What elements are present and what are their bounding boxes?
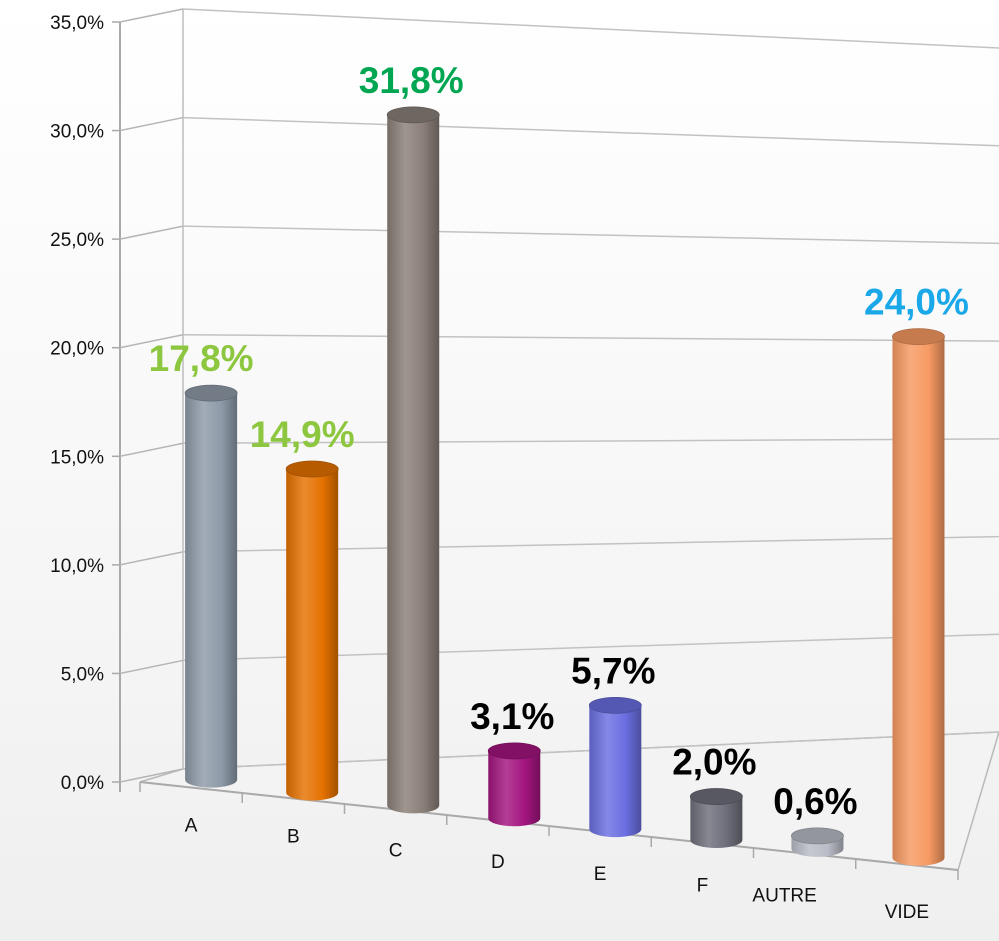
category-label: E (594, 864, 607, 885)
data-label-f: 2,0% (672, 742, 756, 783)
bar-vide (892, 328, 945, 866)
data-label-a: 17,8% (149, 338, 254, 379)
gridline-side (119, 768, 184, 783)
bar-top (892, 328, 945, 346)
y-tick-label: 5,0% (61, 664, 104, 685)
data-labels: 17,8% 14,9% 31,8% 3,1% 5,7% 2,0% 0,6% 24,0% (149, 60, 969, 822)
bar-body (589, 705, 642, 838)
y-tick-label: 20,0% (50, 339, 104, 360)
category-label: A (185, 816, 198, 837)
gridline (182, 333, 999, 342)
gridline-side (119, 333, 184, 349)
y-tick-label: 25,0% (50, 230, 104, 251)
gridlines (119, 8, 999, 783)
category-label: B (287, 827, 300, 848)
bar-autre (791, 827, 844, 857)
category-label: D (491, 852, 505, 873)
gridline-side (119, 551, 184, 566)
y-tick-label: 0,0% (61, 773, 104, 794)
category-label: C (389, 841, 403, 862)
category-label: VIDE (885, 902, 929, 923)
y-tick-label: 10,0% (50, 556, 104, 577)
bar-top (184, 384, 238, 402)
bar-top (285, 460, 339, 478)
bar-body (286, 468, 339, 801)
bar-top (689, 788, 743, 805)
gridline-side (119, 8, 184, 23)
gridline-side (119, 442, 184, 458)
data-label-d: 3,1% (470, 696, 554, 737)
bar-body (892, 336, 945, 866)
gridline (182, 8, 999, 49)
bar-body (387, 114, 440, 814)
category-label: AUTRE (752, 885, 816, 906)
bar-b (285, 460, 339, 801)
bar-f (689, 788, 743, 849)
gridline (182, 225, 999, 245)
bar-top (487, 742, 541, 760)
bar-d (487, 742, 541, 827)
gridline (182, 116, 999, 147)
data-label-c: 31,8% (359, 60, 464, 101)
bar-top (588, 696, 642, 714)
bar-top (386, 106, 440, 124)
bar-a (184, 384, 238, 788)
data-label-e: 5,7% (571, 650, 655, 691)
y-tick-label: 30,0% (50, 122, 104, 143)
y-axis: 0,0% 5,0% 10,0% 15,0% 20,0% 25,0% 30,0% 35,0% (50, 13, 120, 794)
data-label-b: 14,9% (250, 414, 355, 455)
gridline-side (119, 225, 184, 240)
bar-body (185, 393, 238, 788)
category-label: F (697, 876, 709, 897)
data-label-autre: 0,6% (773, 781, 857, 822)
bar-e (588, 696, 642, 838)
bar-top (791, 827, 844, 845)
bars (184, 106, 945, 866)
bar-body (488, 750, 541, 827)
y-tick-label: 35,0% (50, 13, 104, 34)
gridline-side (119, 116, 184, 132)
y-tick-label: 15,0% (50, 447, 104, 468)
gridline-side (119, 659, 184, 675)
data-label-vide: 24,0% (864, 282, 969, 323)
bar-body (690, 796, 743, 849)
bar-c (386, 106, 440, 814)
gridline (182, 438, 999, 445)
floor-plane (139, 731, 999, 871)
